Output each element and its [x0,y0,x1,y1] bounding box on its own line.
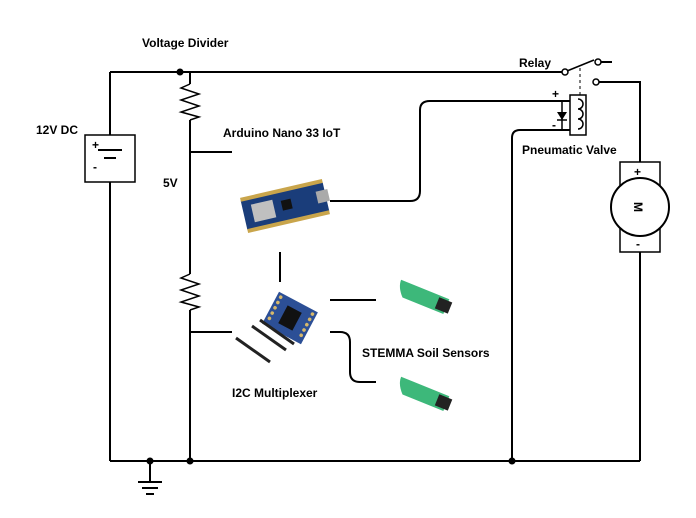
battery-plus: + [92,138,99,152]
relay-label: Relay [519,56,551,70]
soil-sensors-label: STEMMA Soil Sensors [362,346,490,360]
arduino-relay-wire [330,100,570,202]
junction-dot [186,457,194,465]
junction-dots [146,68,516,465]
battery-icon: + - [84,134,136,183]
motor-icon: M + - [610,161,670,253]
relay-motor-wire [596,81,641,162]
ground-icon [138,481,162,495]
junction-dot [508,457,516,465]
soil-sensor-1-image [399,279,453,315]
multiplexer-board-image [235,291,318,364]
relay-switch-icon [561,58,612,95]
junction-dot [146,457,154,465]
multiplexer-label: I2C Multiplexer [232,386,318,400]
battery-minus: - [93,160,97,174]
valve-plus: + [552,87,559,101]
five-volt-label: 5V [163,176,178,190]
pneumatic-valve-label: Pneumatic Valve [522,143,617,157]
mux-sensor2-wire [330,331,376,383]
arduino-board-image [240,179,330,233]
soil-sensor-2-image [399,376,453,412]
motor-plus: + [634,165,641,179]
valve-minus: - [552,118,556,132]
motor-minus: - [636,237,640,251]
voltage-divider-label: Voltage Divider [142,36,229,50]
relay-coil-icon: + - [552,87,587,136]
resistor-top-icon [178,83,202,121]
junction-dot [176,68,184,76]
relay-return-wire [511,129,570,461]
wires [109,71,641,482]
resistor-bottom-icon [178,273,202,311]
motor-label: M [631,202,645,212]
arduino-label: Arduino Nano 33 IoT [223,126,341,140]
supply-label: 12V DC [36,123,78,137]
